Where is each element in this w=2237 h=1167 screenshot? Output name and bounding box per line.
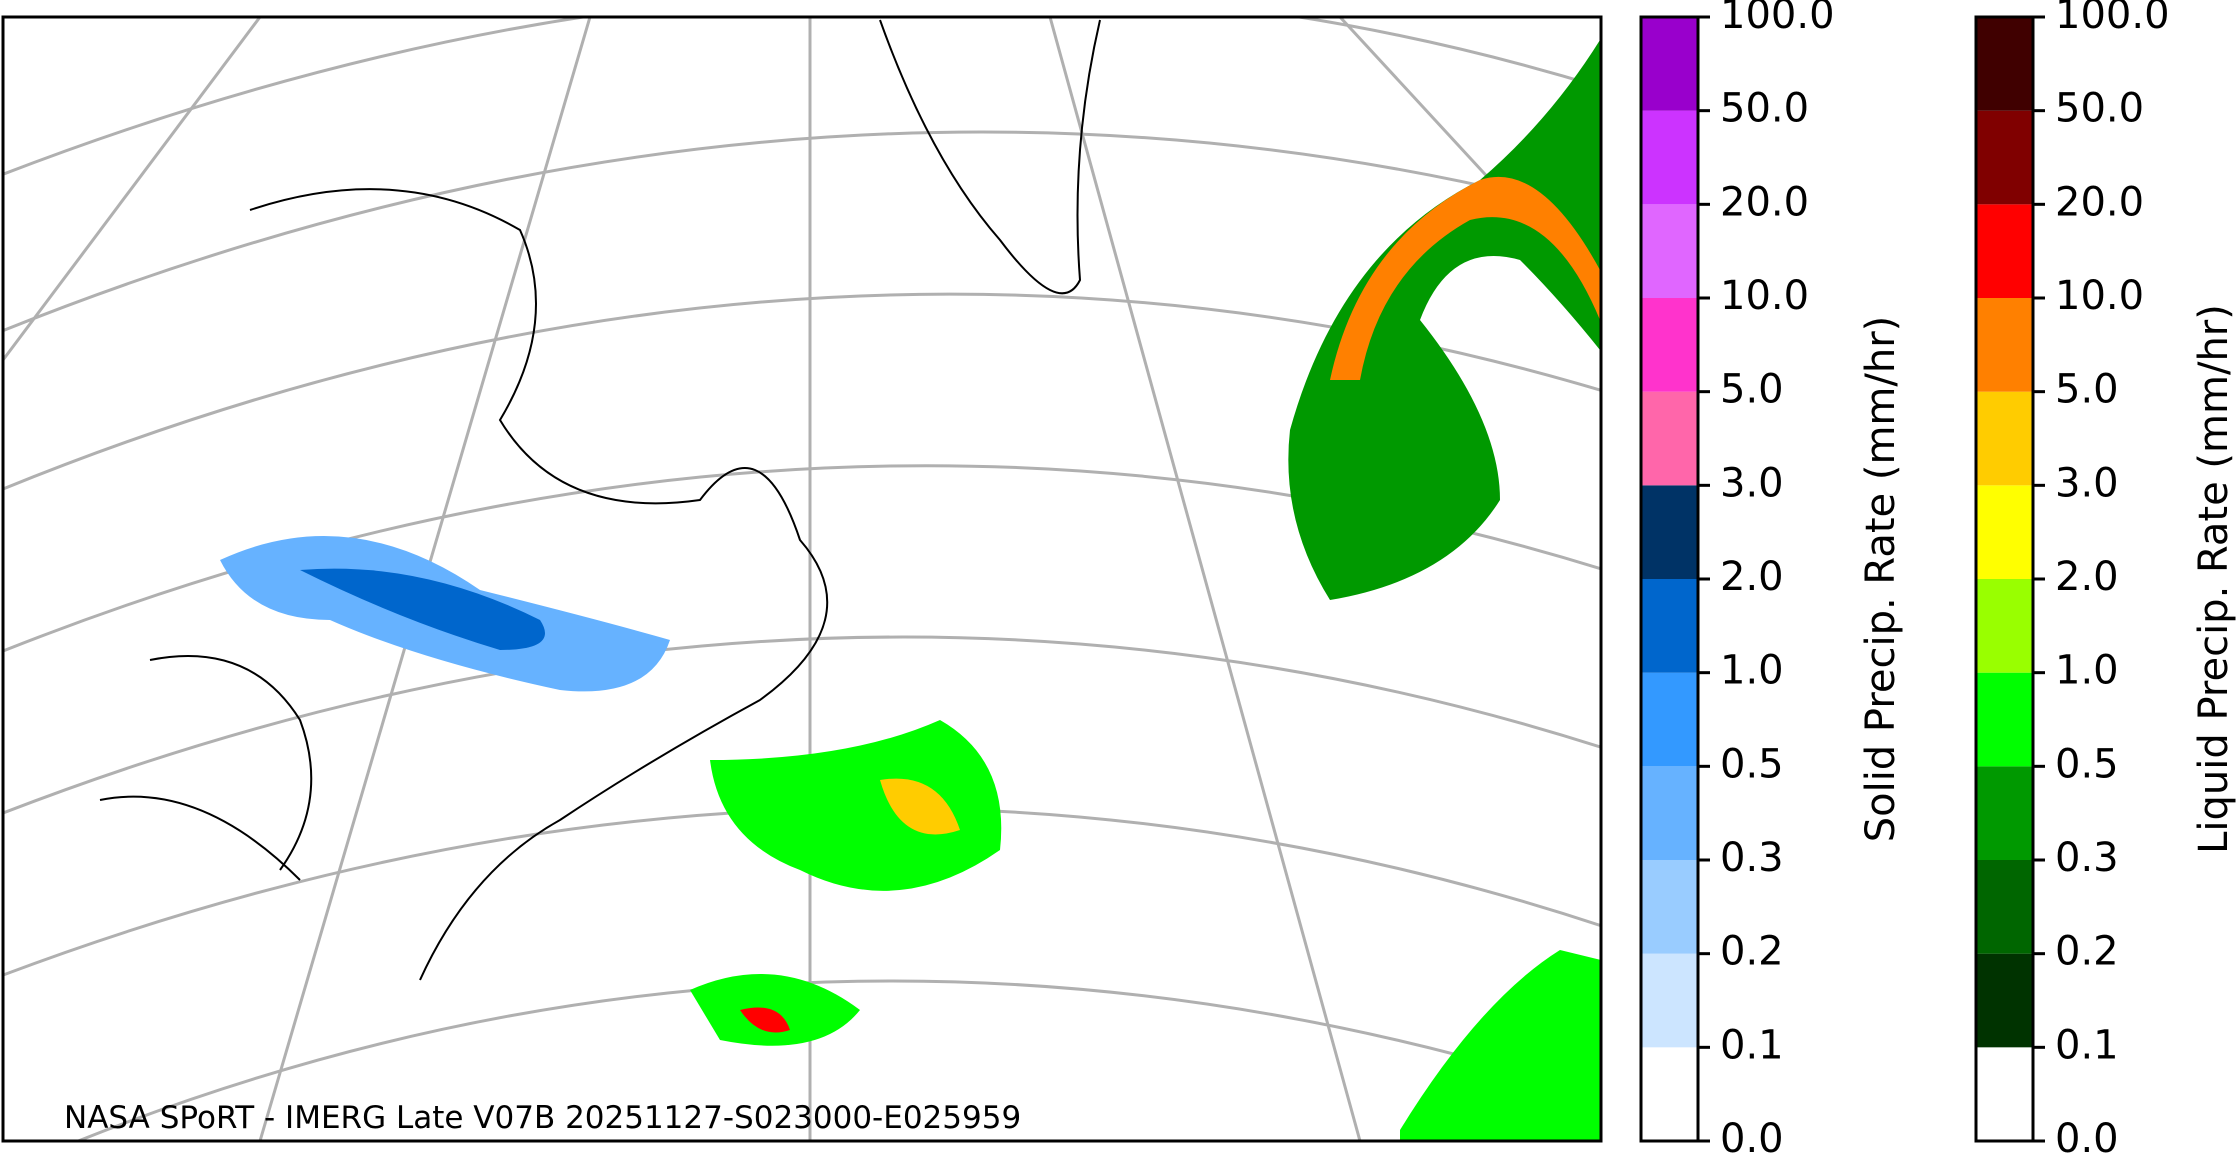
map-content: [3, 17, 1601, 1141]
colorbar-tick-label: 0.0: [1720, 1116, 1784, 1162]
colorbar-tick-label: 10.0: [1720, 273, 1809, 319]
coastline: [879, 19, 1101, 295]
precip-liquid: [690, 974, 860, 1046]
map-frame: [1, 15, 1603, 1143]
colorbar-segment: [1976, 1047, 2033, 1141]
colorbar-segment: [1976, 672, 2033, 767]
colorbar-tick-label: 3.0: [2055, 460, 2119, 506]
colorbar-tick-label: 20.0: [2055, 179, 2144, 225]
colorbar-segment: [1641, 298, 1698, 392]
coastline: [99, 655, 313, 881]
colorbar-tick-label: 0.5: [2055, 741, 2119, 787]
colorbar-tick-label: 0.3: [1720, 835, 1784, 881]
colorbar-tick-label: 0.3: [2055, 835, 2119, 881]
colorbar-tick-label: 0.5: [1720, 741, 1784, 787]
colorbar-tick-label: 100.0: [2055, 0, 2170, 38]
map: NASA SPoRT - IMERG Late V07B 20251127-S0…: [1, 15, 1603, 1143]
colorbar-segment: [1976, 17, 2033, 111]
colorbar-tick-label: 50.0: [1720, 86, 1809, 132]
graticule: [3, 292, 1601, 491]
colorbar-tick-label: 1.0: [2055, 648, 2119, 694]
colorbar-segment: [1976, 579, 2033, 673]
colorbar-tick-label: 20.0: [1720, 179, 1809, 225]
colorbar-segment: [1641, 204, 1698, 298]
precip-liquid: [740, 1007, 790, 1033]
colorbar-segment: [1641, 953, 1698, 1048]
graticule: [3, 130, 1601, 333]
colorbar-segment: [1976, 860, 2033, 954]
colorbar-segment: [1641, 672, 1698, 767]
colorbar-segment: [1641, 579, 1698, 673]
precip-liquid: [1288, 40, 1600, 600]
colorbar-tick-label: 2.0: [1720, 554, 1784, 600]
colorbar-tick-label: 100.0: [1720, 0, 1835, 38]
graticule: [1048, 17, 1362, 1141]
colorbar-tick-label: 0.0: [2055, 1116, 2119, 1162]
colorbar-segment: [1976, 204, 2033, 298]
colorbar-tick-label: 0.2: [1720, 929, 1784, 975]
colorbar-segment: [1976, 485, 2033, 579]
precip-liquid: [880, 778, 960, 835]
graticule: [3, 635, 1601, 815]
caption: NASA SPoRT - IMERG Late V07B 20251127-S0…: [64, 1100, 1021, 1136]
colorbar-tick-label: 5.0: [1720, 367, 1784, 413]
colorbar-segment: [1976, 766, 2033, 860]
colorbar-segment: [1641, 766, 1698, 860]
graticule: [3, 17, 262, 361]
colorbar-label: Solid Precip. Rate (mm/hr): [1858, 316, 1904, 843]
precip-solid: [300, 568, 545, 650]
precip-liquid: [710, 720, 1002, 891]
colorbar-segment: [1641, 391, 1698, 486]
colorbar-tick-label: 5.0: [2055, 367, 2119, 413]
colorbar-tick-label: 2.0: [2055, 554, 2119, 600]
coastline: [249, 188, 829, 981]
graticule: [3, 17, 1601, 176]
colorbar-segment: [1976, 953, 2033, 1048]
colorbar-segment: [1976, 391, 2033, 486]
colorbar-tick-label: 1.0: [1720, 648, 1784, 694]
colorbar-segment: [1641, 17, 1698, 111]
colorbar-label: Liquid Precip. Rate (mm/hr): [2191, 304, 2237, 854]
precip-liquid: [1330, 176, 1600, 380]
colorbar-tick-label: 0.2: [2055, 929, 2119, 975]
colorbar-segment: [1641, 485, 1698, 579]
colorbar-tick-label: 10.0: [2055, 273, 2144, 319]
colorbar-tick-label: 0.1: [2055, 1022, 2119, 1068]
colorbar-tick-label: 0.1: [1720, 1022, 1784, 1068]
colorbar-tick-label: 3.0: [1720, 460, 1784, 506]
precip-liquid: [1400, 950, 1601, 1141]
colorbar-segment: [1641, 1047, 1698, 1141]
colorbar-segment: [1976, 110, 2033, 205]
colorbar-segment: [1641, 860, 1698, 954]
colorbar-segment: [1976, 298, 2033, 392]
colorbar-segment: [1641, 110, 1698, 205]
colorbar-tick-label: 50.0: [2055, 86, 2144, 132]
